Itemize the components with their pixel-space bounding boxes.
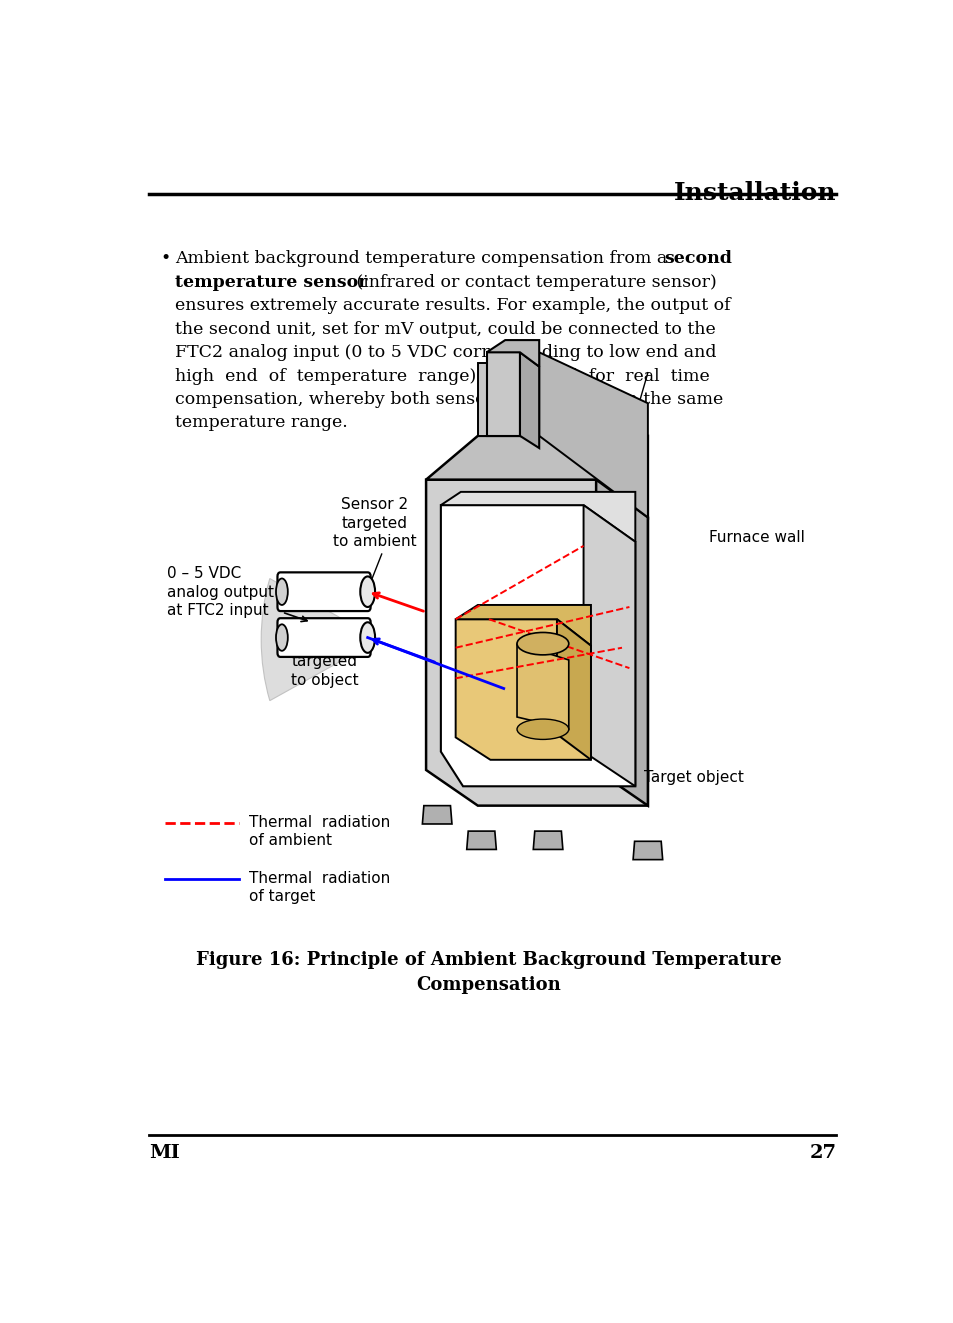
Text: second: second [663,250,731,267]
Polygon shape [466,831,496,849]
Text: ensures extremely accurate results. For example, the output of: ensures extremely accurate results. For … [174,298,730,315]
Text: 0 – 5 VDC
analog output
at FTC2 input: 0 – 5 VDC analog output at FTC2 input [167,566,274,618]
Text: the second unit, set for mV output, could be connected to the: the second unit, set for mV output, coul… [174,320,715,337]
Text: Figure 16: Principle of Ambient Background Temperature
Compensation: Figure 16: Principle of Ambient Backgrou… [196,951,781,995]
Polygon shape [538,352,647,517]
Ellipse shape [517,718,568,740]
Text: 27: 27 [808,1144,836,1162]
Text: Ambient background temperature compensation from a: Ambient background temperature compensat… [174,250,672,267]
Polygon shape [440,492,635,542]
Polygon shape [477,363,488,435]
Polygon shape [486,352,519,435]
Text: Target object: Target object [643,770,743,785]
Polygon shape [426,480,647,806]
Text: MI: MI [149,1144,179,1162]
Polygon shape [486,340,538,366]
Polygon shape [456,605,590,646]
Polygon shape [456,619,590,759]
Polygon shape [422,806,452,824]
Polygon shape [517,644,568,729]
Polygon shape [533,831,562,849]
Text: high  end  of  temperature  range)  is  utilized  for  real  time: high end of temperature range) is utiliz… [174,368,709,385]
Text: Installation: Installation [673,181,836,205]
Ellipse shape [360,577,375,607]
Text: temperature sensor: temperature sensor [174,274,367,291]
Text: •: • [160,250,170,267]
Ellipse shape [275,624,288,651]
Text: Sensor 1
targeted
to object: Sensor 1 targeted to object [291,635,358,688]
Ellipse shape [275,578,288,605]
Ellipse shape [517,632,568,655]
Text: Thermal  radiation
of ambient: Thermal radiation of ambient [249,815,390,848]
Text: Sensor 2
targeted
to ambient: Sensor 2 targeted to ambient [333,497,416,549]
Polygon shape [557,619,590,759]
Polygon shape [596,480,647,806]
FancyBboxPatch shape [277,618,370,658]
Polygon shape [583,505,635,786]
Polygon shape [426,435,647,517]
Polygon shape [519,352,538,448]
Text: compensation, whereby both sensors must be set on the same: compensation, whereby both sensors must … [174,392,722,407]
Wedge shape [261,578,379,701]
Polygon shape [440,505,635,786]
Polygon shape [633,841,662,860]
Text: (infrared or contact temperature sensor): (infrared or contact temperature sensor) [351,274,716,291]
Ellipse shape [360,622,375,652]
FancyBboxPatch shape [277,573,370,611]
Text: temperature range.: temperature range. [174,414,347,431]
Text: FTC2 analog input (0 to 5 VDC corresponding to low end and: FTC2 analog input (0 to 5 VDC correspond… [174,344,716,361]
Text: Furnace wall: Furnace wall [708,531,804,545]
Text: Thermal  radiation
of target: Thermal radiation of target [249,871,390,905]
